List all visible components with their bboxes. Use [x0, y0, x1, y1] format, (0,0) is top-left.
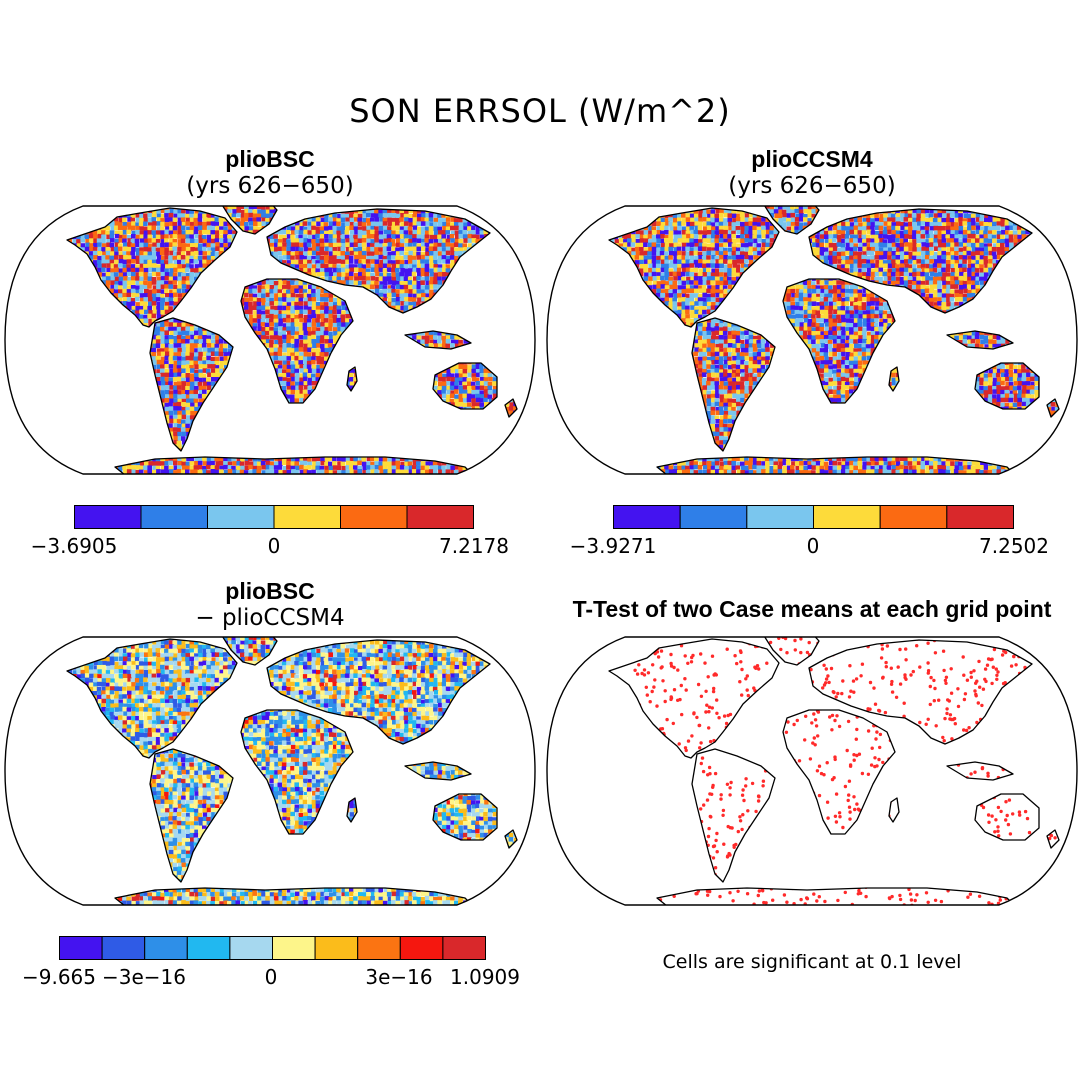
colorbar-tick-label: 0	[807, 534, 820, 558]
coastline-madagascar	[346, 797, 358, 823]
colorbar-swatch	[186, 936, 231, 960]
colorbar-tick-label: −3e−16	[102, 965, 186, 989]
coastline-greenland	[760, 637, 820, 666]
colorbar-swatch	[679, 505, 748, 529]
colorbar-tick-label: 0	[265, 965, 278, 989]
colorbar-top-left	[74, 505, 474, 529]
data-field	[67, 637, 517, 905]
colorbar-swatch	[813, 505, 881, 529]
colorbar-swatch	[613, 505, 681, 529]
coastline-antarctica	[656, 456, 1016, 474]
colorbar-tick-label: −9.665	[22, 965, 96, 989]
colorbar-tick-label: 1.0909	[450, 965, 520, 989]
coastline-australia	[432, 362, 498, 410]
colorbar-swatch	[229, 936, 273, 960]
coastline-eurasia	[266, 639, 491, 745]
coastline-south-america	[149, 317, 234, 452]
colorbar-swatch	[879, 505, 948, 529]
colorbar-swatch	[140, 505, 208, 529]
panel-title-top-left: plioBSC	[70, 146, 470, 173]
coastline-greenland	[218, 206, 278, 235]
map-top-left	[4, 205, 536, 475]
coastline-antarctica	[114, 887, 474, 905]
coastline-north-america	[66, 638, 238, 759]
coastline-north-america	[608, 207, 780, 328]
panel-subtitle-top-left: (yrs 626−650)	[70, 173, 470, 199]
coastline-eurasia	[808, 639, 1033, 745]
colorbar-tick-label: −3.9271	[570, 534, 657, 558]
colorbar-swatch	[442, 936, 486, 960]
coastline-greenland	[218, 637, 278, 666]
coastline-africa	[782, 709, 896, 835]
data-field	[609, 206, 1059, 474]
coastline-africa	[240, 709, 354, 835]
coastline-australia	[974, 362, 1040, 410]
colorbar-swatch	[273, 505, 341, 529]
coastline-madagascar	[888, 797, 900, 823]
coastline-australia	[432, 793, 498, 841]
map-bottom-left	[4, 636, 536, 906]
coastline-new-zealand	[1046, 829, 1060, 849]
colorbar-swatch	[340, 505, 408, 529]
colorbar-swatch	[399, 936, 444, 960]
colorbar-swatch	[946, 505, 1014, 529]
colorbar-swatch	[74, 505, 142, 529]
coastline-madagascar	[346, 366, 358, 392]
colorbar-tick-label: 7.2502	[979, 534, 1049, 558]
coastline-greenland	[760, 206, 820, 235]
coastline-new-zealand	[504, 398, 518, 418]
coastline-indonesia	[946, 761, 1014, 781]
colorbar-tick-label: 7.2178	[439, 534, 509, 558]
map-bottom-right	[546, 636, 1078, 906]
coastline-north-america	[66, 207, 238, 328]
panel-title-bottom-left: plioBSC	[70, 578, 470, 605]
coastline-africa	[240, 278, 354, 404]
coastline-north-america	[608, 638, 780, 759]
coastline-eurasia	[808, 208, 1033, 314]
colorbar-swatch	[144, 936, 188, 960]
colorbar-swatch	[406, 505, 474, 529]
data-field	[67, 206, 517, 474]
colorbar-bottom-left	[59, 936, 486, 960]
colorbar-swatch	[101, 936, 146, 960]
significance-note: Cells are significant at 0.1 level	[547, 951, 1077, 973]
coastline-new-zealand	[504, 829, 518, 849]
colorbar-tick-label: 3e−16	[365, 965, 432, 989]
colorbar-tick-label: 0	[268, 534, 281, 558]
coastline-south-america	[691, 317, 776, 452]
coastline-south-america	[691, 748, 776, 883]
colorbar-swatch	[59, 936, 103, 960]
colorbar-tick-label: −3.6905	[31, 534, 118, 558]
coastline-indonesia	[946, 330, 1014, 350]
coastline-antarctica	[114, 456, 474, 474]
significance-dots	[609, 637, 1059, 905]
coastline-indonesia	[404, 330, 472, 350]
colorbar-swatch	[272, 936, 316, 960]
colorbar-swatch	[357, 936, 401, 960]
panel-title-top-right: plioCCSM4	[612, 146, 1012, 173]
colorbar-top-right	[613, 505, 1014, 529]
colorbar-swatch	[207, 505, 275, 529]
colorbar-swatch	[314, 936, 359, 960]
coastline-new-zealand	[1046, 398, 1060, 418]
coastline-africa	[782, 278, 896, 404]
panel-title-bottom-right: T-Test of two Case means at each grid po…	[547, 596, 1077, 623]
coastline-eurasia	[266, 208, 491, 314]
colorbar-swatch	[746, 505, 814, 529]
coastline-madagascar	[888, 366, 900, 392]
coastline-australia	[974, 793, 1040, 841]
coastline-antarctica	[656, 887, 1016, 905]
map-top-right	[546, 205, 1078, 475]
coastline-south-america	[149, 748, 234, 883]
panel-subtitle-bottom-left: − plioCCSM4	[70, 605, 470, 631]
panel-subtitle-top-right: (yrs 626−650)	[612, 173, 1012, 199]
figure-title: SON ERRSOL (W/m^2)	[0, 92, 1080, 130]
coastline-indonesia	[404, 761, 472, 781]
